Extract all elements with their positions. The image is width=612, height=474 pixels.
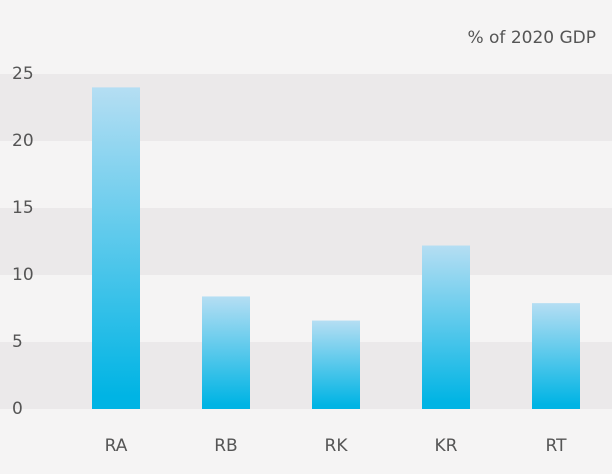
y-tick-label: 15: [12, 198, 34, 218]
bar: [92, 87, 140, 410]
y-tick-label: 20: [12, 131, 34, 151]
grid-band: [0, 74, 612, 141]
x-tick-label: RB: [214, 436, 237, 456]
y-tick-label: 10: [12, 265, 34, 285]
x-tick-label: RA: [105, 436, 128, 456]
grid-band: [0, 342, 612, 409]
x-tick-label: RT: [546, 436, 568, 456]
grid-band: [0, 208, 612, 275]
bar: [312, 320, 360, 409]
bar: [532, 303, 580, 409]
y-tick-label: 25: [12, 64, 34, 84]
x-tick-label: RK: [325, 436, 349, 456]
y-tick-label: 0: [12, 399, 23, 419]
y-tick-label: 5: [12, 332, 23, 352]
bar: [422, 245, 470, 409]
x-tick-label: KR: [435, 436, 458, 456]
unit-label: % of 2020 GDP: [467, 28, 596, 48]
bar: [202, 296, 250, 409]
